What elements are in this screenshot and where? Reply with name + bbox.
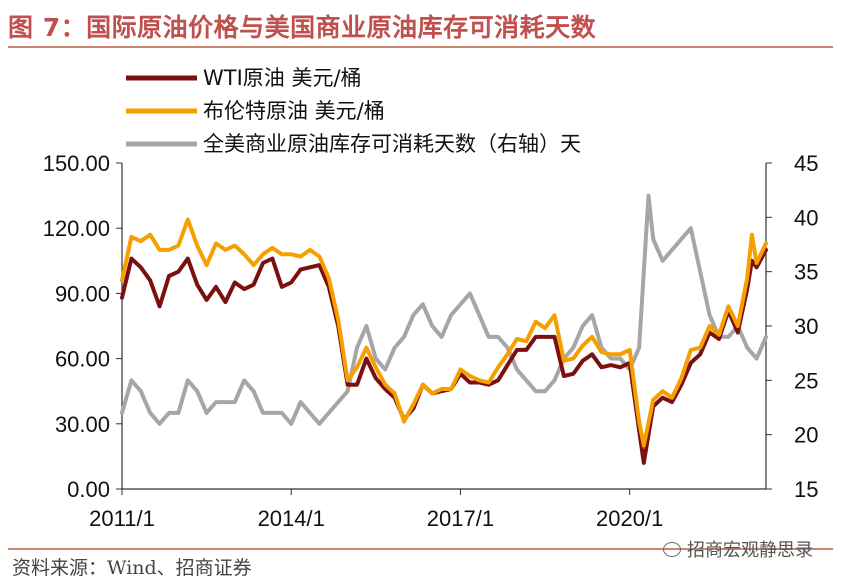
chart-title: 图 7：国际原油价格与美国商业原油库存可消耗天数	[8, 13, 597, 42]
legend-wti-label: WTI原油 美元/桶	[203, 66, 362, 90]
x-tick-label: 2014/1	[258, 506, 325, 531]
right-tick-label: 25	[794, 368, 818, 393]
footer-divider	[8, 548, 833, 550]
right-tick-label: 35	[794, 260, 818, 285]
x-tick-label: 2011/1	[89, 506, 155, 531]
right-tick-label: 20	[794, 423, 818, 448]
left-tick-label: 60.00	[55, 347, 110, 372]
legend-inventory-days-label: 全美商业原油库存可消耗天数（右轴）天	[203, 132, 581, 156]
wechat-icon	[663, 542, 681, 557]
x-axis: 2011/1 2014/1 2017/1 2020/1	[89, 488, 766, 531]
inventory-days-line	[120, 193, 768, 426]
right-axis: 15 20 25 30 35 40 45	[765, 151, 818, 502]
right-tick-label: 15	[794, 477, 818, 502]
legend-brent-label: 布伦特原油 美元/桶	[203, 99, 385, 123]
right-tick-label: 30	[794, 314, 818, 339]
x-tick-label: 2017/1	[427, 506, 494, 531]
brent-line	[120, 217, 768, 448]
right-tick-label: 45	[794, 151, 818, 176]
left-tick-label: 90.00	[55, 281, 110, 306]
wti-line	[120, 247, 768, 465]
left-tick-label: 30.00	[55, 412, 110, 437]
left-tick-label: 120.00	[43, 216, 110, 241]
title-divider	[8, 46, 833, 48]
x-tick-label: 2020/1	[596, 506, 663, 531]
source-note: 资料来源：Wind、招商证券	[12, 557, 252, 579]
series-layer	[120, 193, 768, 465]
left-tick-label: 150.00	[43, 151, 110, 176]
watermark: 招商宏观静思录	[663, 536, 813, 562]
right-tick-label: 40	[794, 205, 818, 230]
left-tick-label: 0.00	[67, 477, 110, 502]
left-axis: 0.00 30.00 60.00 90.00 120.00 150.00	[43, 151, 123, 502]
watermark-text: 招商宏观静思录	[687, 540, 813, 561]
